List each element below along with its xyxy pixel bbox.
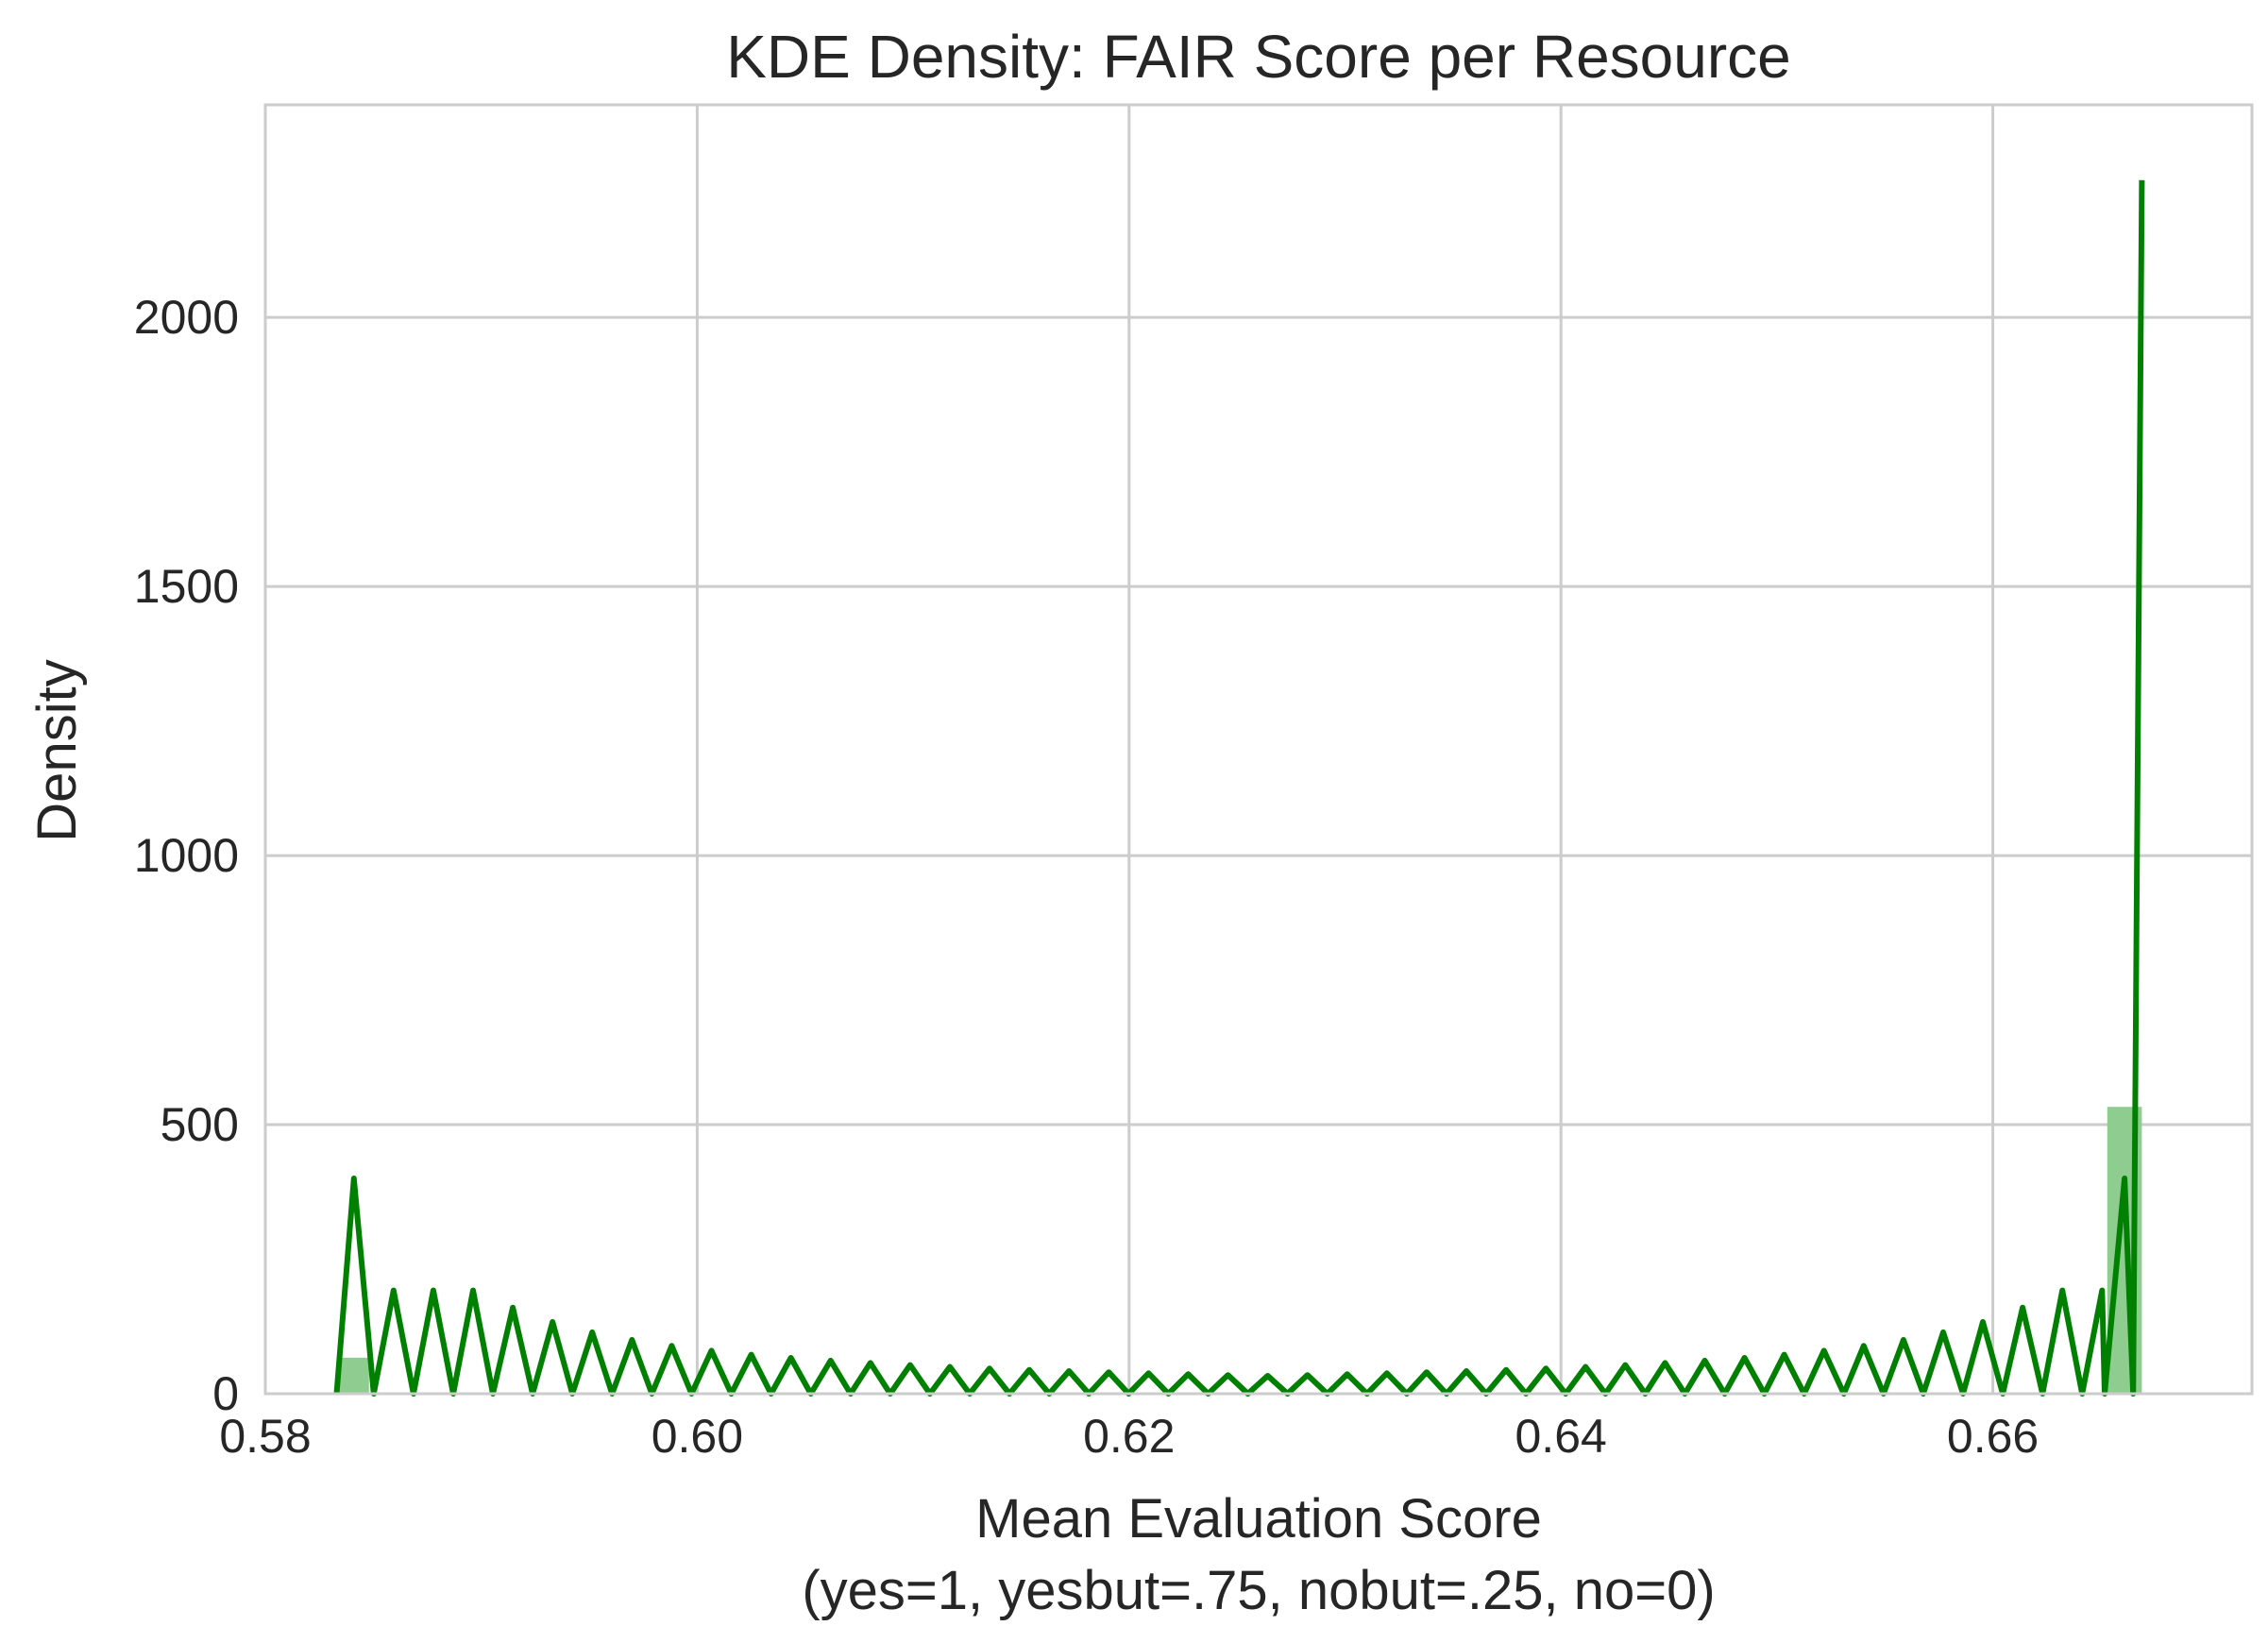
y-tick-label: 1000: [134, 829, 239, 882]
x-tick-label: 0.60: [652, 1410, 743, 1463]
y-tick-labels: 0 500 1000 1500 2000: [134, 291, 239, 1420]
y-tick-label: 2000: [134, 291, 239, 344]
axes-frame: [263, 103, 2254, 1396]
x-tick-label: 0.58: [219, 1410, 311, 1463]
x-tick-label: 0.66: [1947, 1410, 2039, 1463]
y-axis-label: Density: [26, 659, 88, 841]
x-tick-labels: 0.58 0.60 0.62 0.64 0.66: [219, 1410, 2039, 1463]
kde-line: [333, 179, 2145, 1397]
plot-area: [265, 105, 2252, 1394]
x-tick-label: 0.62: [1083, 1410, 1175, 1463]
x-tick-label: 0.64: [1515, 1410, 1607, 1463]
histogram-bar: [336, 1357, 369, 1394]
x-axis-label-sub: (yes=1, yesbut=.75, nobut=.25, no=0): [802, 1560, 1715, 1621]
chart-title: KDE Density: FAIR Score per Resource: [726, 23, 1791, 91]
x-axis-label: Mean Evaluation Score: [975, 1488, 1542, 1550]
y-tick-label: 0: [212, 1367, 239, 1420]
y-tick-label: 500: [161, 1098, 239, 1151]
y-tick-label: 1500: [134, 560, 239, 613]
